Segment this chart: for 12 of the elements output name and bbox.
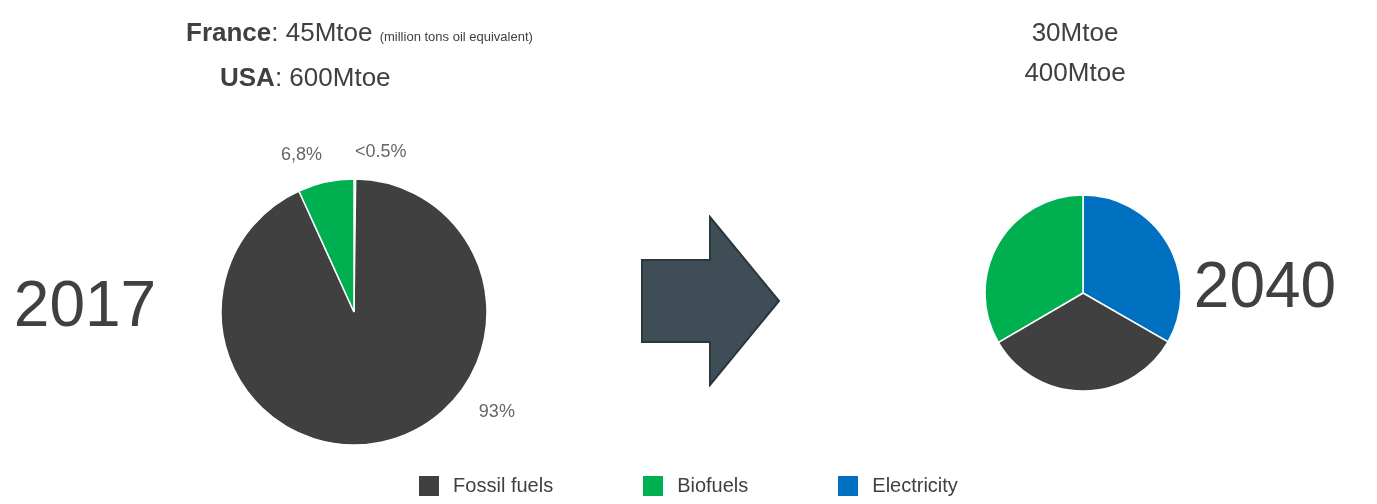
legend-label: Biofuels xyxy=(676,474,749,497)
text: France: 45Mtoe (million tons oil equivalent) xyxy=(186,17,533,47)
text: 2040 xyxy=(1192,248,1338,322)
text: 30Mtoe xyxy=(1031,17,1119,47)
text: 2017 xyxy=(12,267,158,341)
legend-label: Fossil fuels xyxy=(452,474,554,497)
text: USA: 600Mtoe xyxy=(220,62,391,92)
data-label: 6,8% xyxy=(280,144,322,165)
data-label: 93% xyxy=(478,400,515,421)
data-label: <0.5% xyxy=(354,141,407,161)
text: 400Mtoe xyxy=(1024,57,1126,87)
legend-label: Electricity xyxy=(871,474,958,497)
